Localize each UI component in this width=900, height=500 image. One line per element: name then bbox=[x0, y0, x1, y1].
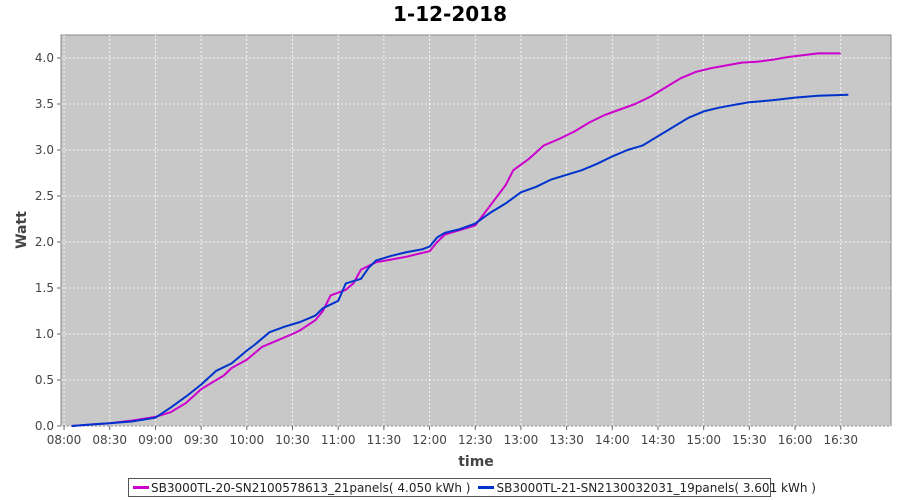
x-tick-label: 08:30 bbox=[92, 433, 127, 447]
legend-label-series-1: SB3000TL-20-SN2100578613_21panels( 4.050… bbox=[151, 480, 471, 495]
y-tick-label: 1.5 bbox=[35, 281, 54, 295]
x-tick-label: 15:00 bbox=[686, 433, 721, 447]
y-axis-title: Watt bbox=[14, 211, 30, 249]
legend-swatch-series-1 bbox=[133, 486, 149, 489]
legend-item-series-2: SB3000TL-21-SN2130032031_19panels( 3.601… bbox=[478, 480, 816, 495]
series-line-2 bbox=[71, 93, 849, 427]
legend-item-series-1: SB3000TL-20-SN2100578613_21panels( 4.050… bbox=[133, 481, 470, 495]
y-tick-label: 0.0 bbox=[35, 419, 54, 433]
x-tick-label: 14:30 bbox=[641, 433, 676, 447]
chart-title: 1-12-2018 bbox=[392, 2, 507, 26]
x-tick-label: 16:00 bbox=[778, 433, 813, 447]
series-lines bbox=[71, 52, 849, 427]
x-tick-label: 10:00 bbox=[230, 433, 265, 447]
x-tick-label: 09:00 bbox=[138, 433, 173, 447]
x-tick-label: 12:30 bbox=[458, 433, 493, 447]
x-tick-label: 11:30 bbox=[367, 433, 402, 447]
axes: 08:00 08:30 09:00 09:30 10:00 10:30 11:00 11:30… bbox=[35, 51, 858, 447]
y-tick-label: 2.0 bbox=[35, 235, 54, 249]
x-axis-title: time bbox=[458, 454, 494, 470]
y-tick-label: 0.5 bbox=[35, 373, 54, 387]
y-tick-label: 1.0 bbox=[35, 327, 54, 341]
y-tick-label: 3.0 bbox=[35, 143, 54, 157]
legend-swatch-series-2 bbox=[478, 486, 495, 489]
plot-area bbox=[60, 34, 892, 427]
legend-label-series-2: SB3000TL-21-SN2130032031_19panels( 3.601… bbox=[496, 480, 816, 495]
x-tick-label: 12:00 bbox=[412, 433, 447, 447]
x-tick-label: 09:30 bbox=[184, 433, 219, 447]
x-tick-label: 13:30 bbox=[549, 433, 584, 447]
series-line-1 bbox=[71, 52, 841, 427]
x-tick-label: 14:00 bbox=[595, 433, 630, 447]
y-tick-label: 2.5 bbox=[35, 189, 54, 203]
y-tick-label: 4.0 bbox=[35, 51, 54, 65]
x-tick-label: 11:00 bbox=[321, 433, 356, 447]
chart-legend: SB3000TL-20-SN2100578613_21panels( 4.050… bbox=[128, 478, 816, 497]
x-tick-label: 08:00 bbox=[47, 433, 82, 447]
x-tick-label: 15:30 bbox=[732, 433, 767, 447]
x-tick-label: 10:30 bbox=[275, 433, 310, 447]
x-tick-label: 13:00 bbox=[504, 433, 539, 447]
grid bbox=[61, 35, 891, 427]
y-tick-label: 3.5 bbox=[35, 97, 54, 111]
x-tick-label: 16:30 bbox=[823, 433, 858, 447]
